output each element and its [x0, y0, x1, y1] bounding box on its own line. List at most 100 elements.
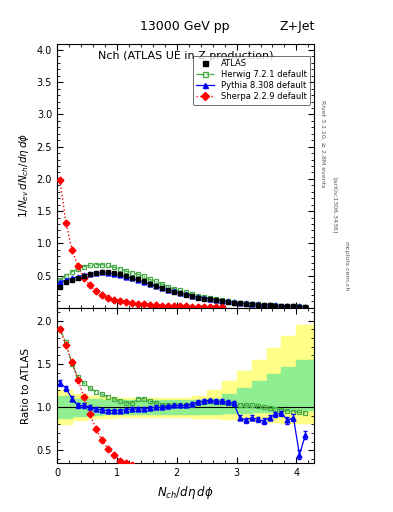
Sherpa 2.2.9 default [75, 263, 80, 269]
Pythia 8.308 default [225, 298, 230, 305]
Sherpa 2.2.9 default [141, 301, 146, 307]
Herwig 7.2.1 default [183, 289, 188, 295]
Sherpa 2.2.9 default [88, 282, 92, 288]
Pythia 8.308 default [165, 287, 170, 293]
Pythia 8.308 default [70, 275, 74, 281]
Pythia 8.308 default [82, 272, 86, 278]
Herwig 7.2.1 default [136, 271, 140, 278]
Herwig 7.2.1 default [219, 297, 224, 304]
Pythia 8.308 default [243, 300, 248, 306]
Sherpa 2.2.9 default [94, 288, 98, 294]
Sherpa 2.2.9 default [147, 302, 152, 308]
Sherpa 2.2.9 default [171, 303, 176, 309]
Herwig 7.2.1 default [177, 287, 182, 293]
Herwig 7.2.1 default [231, 299, 236, 305]
Herwig 7.2.1 default [99, 262, 104, 268]
Y-axis label: $1/N_{ev}\, dN_{ch}/d\eta\, d\phi$: $1/N_{ev}\, dN_{ch}/d\eta\, d\phi$ [17, 133, 31, 218]
Text: Rivet 3.1.10, ≥ 2.8M events: Rivet 3.1.10, ≥ 2.8M events [320, 100, 325, 187]
Pythia 8.308 default [231, 299, 236, 305]
Sherpa 2.2.9 default [123, 300, 128, 306]
Pythia 8.308 default [153, 283, 158, 289]
Sherpa 2.2.9 default [105, 295, 110, 301]
Line: Herwig 7.2.1 default: Herwig 7.2.1 default [60, 265, 305, 307]
Herwig 7.2.1 default [267, 302, 272, 308]
Herwig 7.2.1 default [105, 262, 110, 268]
Herwig 7.2.1 default [195, 292, 200, 298]
Herwig 7.2.1 default [160, 281, 164, 287]
Sherpa 2.2.9 default [195, 304, 200, 310]
Herwig 7.2.1 default [58, 277, 62, 283]
Pythia 8.308 default [171, 288, 176, 294]
Pythia 8.308 default [261, 302, 266, 308]
Herwig 7.2.1 default [303, 304, 308, 310]
Pythia 8.308 default [118, 272, 122, 278]
Herwig 7.2.1 default [255, 301, 260, 307]
Sherpa 2.2.9 default [58, 177, 62, 183]
Pythia 8.308 default [75, 274, 80, 280]
Herwig 7.2.1 default [75, 266, 80, 272]
Herwig 7.2.1 default [201, 294, 206, 300]
Pythia 8.308 default [189, 292, 194, 298]
Pythia 8.308 default [105, 270, 110, 276]
Pythia 8.308 default [279, 303, 284, 309]
Pythia 8.308 default [58, 279, 62, 285]
Herwig 7.2.1 default [207, 295, 212, 301]
Herwig 7.2.1 default [297, 303, 302, 309]
Line: Pythia 8.308 default: Pythia 8.308 default [60, 272, 305, 307]
Herwig 7.2.1 default [249, 301, 254, 307]
Herwig 7.2.1 default [141, 273, 146, 280]
Herwig 7.2.1 default [279, 303, 284, 309]
Sherpa 2.2.9 default [219, 304, 224, 310]
Pythia 8.308 default [112, 271, 116, 277]
Text: Nch (ATLAS UE in Z production): Nch (ATLAS UE in Z production) [98, 51, 274, 61]
Herwig 7.2.1 default [225, 298, 230, 305]
Herwig 7.2.1 default [243, 300, 248, 306]
Pythia 8.308 default [303, 304, 308, 310]
Sherpa 2.2.9 default [207, 304, 212, 310]
Sherpa 2.2.9 default [153, 302, 158, 308]
Sherpa 2.2.9 default [136, 301, 140, 307]
Pythia 8.308 default [88, 271, 92, 277]
Text: mcplots.cern.ch: mcplots.cern.ch [344, 241, 349, 291]
Pythia 8.308 default [177, 290, 182, 296]
Pythia 8.308 default [141, 279, 146, 285]
Text: 13000 GeV pp: 13000 GeV pp [140, 20, 230, 33]
Sherpa 2.2.9 default [213, 304, 218, 310]
Sherpa 2.2.9 default [165, 303, 170, 309]
Sherpa 2.2.9 default [201, 304, 206, 310]
Herwig 7.2.1 default [285, 303, 290, 309]
Y-axis label: Ratio to ATLAS: Ratio to ATLAS [21, 348, 31, 423]
Pythia 8.308 default [249, 301, 254, 307]
Pythia 8.308 default [297, 304, 302, 310]
Pythia 8.308 default [291, 303, 296, 309]
Herwig 7.2.1 default [94, 262, 98, 268]
Herwig 7.2.1 default [64, 272, 68, 279]
Pythia 8.308 default [160, 285, 164, 291]
Sherpa 2.2.9 default [183, 304, 188, 310]
Sherpa 2.2.9 default [177, 303, 182, 309]
Pythia 8.308 default [195, 294, 200, 300]
Pythia 8.308 default [219, 297, 224, 304]
Herwig 7.2.1 default [273, 302, 278, 308]
Herwig 7.2.1 default [291, 303, 296, 309]
X-axis label: $N_{ch}/d\eta\, d\phi$: $N_{ch}/d\eta\, d\phi$ [158, 484, 214, 501]
Sherpa 2.2.9 default [160, 303, 164, 309]
Sherpa 2.2.9 default [189, 304, 194, 310]
Sherpa 2.2.9 default [129, 300, 134, 306]
Pythia 8.308 default [64, 277, 68, 283]
Pythia 8.308 default [201, 295, 206, 301]
Pythia 8.308 default [237, 300, 242, 306]
Pythia 8.308 default [94, 270, 98, 276]
Herwig 7.2.1 default [213, 296, 218, 303]
Sherpa 2.2.9 default [70, 247, 74, 253]
Pythia 8.308 default [255, 301, 260, 307]
Herwig 7.2.1 default [153, 279, 158, 285]
Sherpa 2.2.9 default [64, 220, 68, 226]
Text: [arXiv:1306.3436]: [arXiv:1306.3436] [332, 177, 337, 233]
Herwig 7.2.1 default [118, 265, 122, 271]
Pythia 8.308 default [129, 275, 134, 281]
Line: Sherpa 2.2.9 default: Sherpa 2.2.9 default [60, 180, 222, 307]
Pythia 8.308 default [207, 296, 212, 302]
Herwig 7.2.1 default [70, 269, 74, 275]
Text: Z+Jet: Z+Jet [279, 20, 314, 33]
